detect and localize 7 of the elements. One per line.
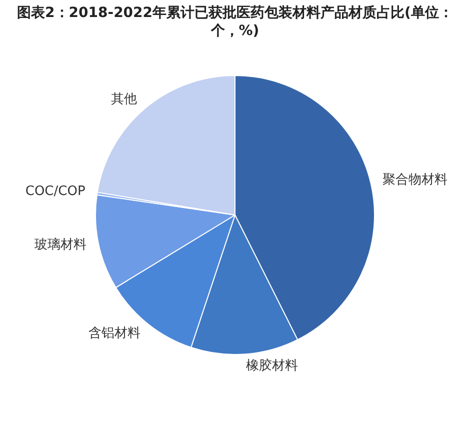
chart-title: 图表2：2018-2022年累计已获批医药包装材料产品材质占比(单位：个，%) — [16, 4, 454, 40]
slice-label: COC/COP — [25, 184, 86, 200]
slice-label: 橡胶材料 — [246, 358, 298, 374]
slice-label: 聚合物材料 — [382, 172, 448, 188]
slice-label: 其他 — [110, 92, 137, 107]
slice-label: 玻璃材料 — [34, 238, 87, 253]
slice-label: 含铝材料 — [88, 326, 141, 341]
